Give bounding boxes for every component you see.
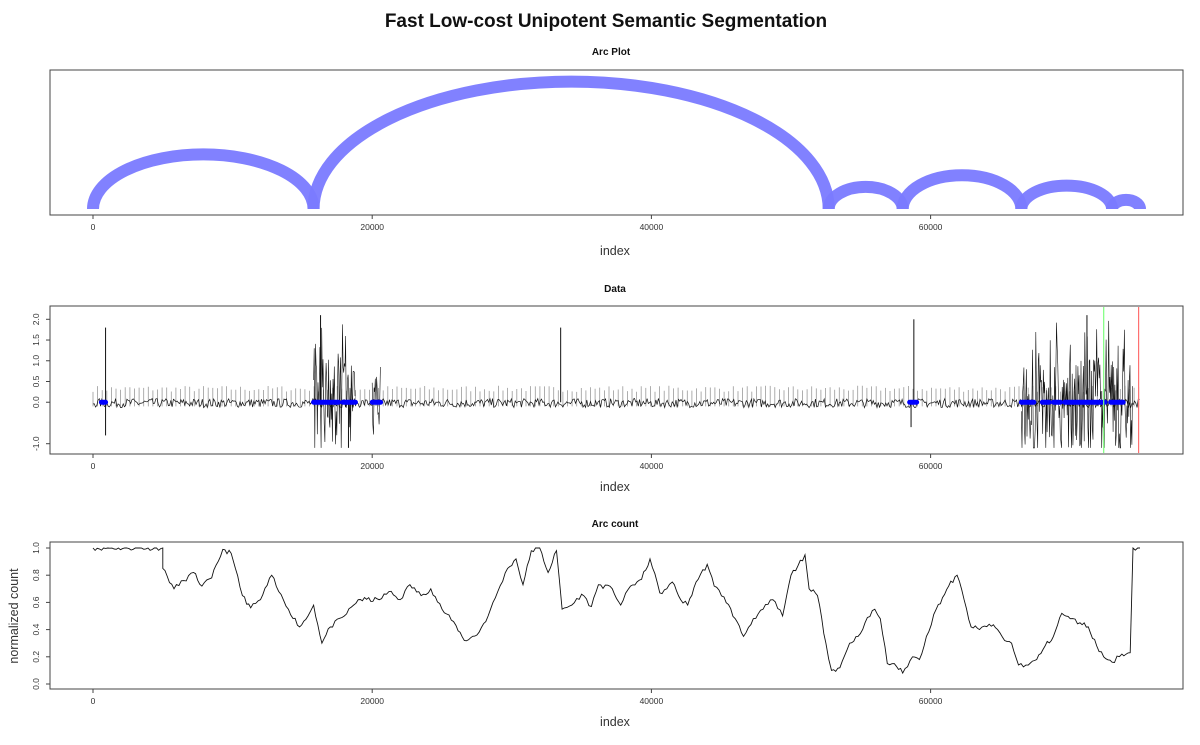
data-periodic-spikes xyxy=(92,385,1140,407)
arc-count-frame xyxy=(49,541,1184,690)
arc-marks xyxy=(87,75,1146,210)
arc-count-y-tick-label: 1.0 xyxy=(31,542,41,554)
data-x-tick-label: 60000 xyxy=(919,461,943,471)
arc xyxy=(1015,179,1119,210)
data-series-line xyxy=(92,397,1140,409)
data-x-axis: 0 20000 40000 60000 xyxy=(91,454,943,471)
arc xyxy=(87,148,320,210)
data-y-tick-label: 2.0 xyxy=(31,313,41,325)
arc-plot-panel: Arc Plot 0 20000 40000 60000 index xyxy=(49,47,1184,258)
data-x-tick-label: 20000 xyxy=(360,461,384,471)
data-burst xyxy=(371,366,381,435)
arc-count-x-tick-label: 40000 xyxy=(640,696,664,706)
arc-count-y-tick-label: 0.4 xyxy=(31,623,41,635)
arc xyxy=(307,75,835,210)
arc-count-y-axis: 0.0 0.2 0.4 0.6 0.8 1.0 xyxy=(31,542,50,690)
arc-count-x-tick-label: 20000 xyxy=(360,696,384,706)
data-title: Data xyxy=(604,284,626,295)
arc-count-line xyxy=(92,547,1140,675)
data-y-tick-label: 0.0 xyxy=(31,396,41,408)
arc xyxy=(1106,193,1146,210)
arc-count-y-tick-label: 0.2 xyxy=(31,651,41,663)
arc-count-panel: Arc count 0 20000 40000 60000 0.00.20.40.60… xyxy=(7,519,1184,729)
arc-count-y-tick-label: 0.8 xyxy=(31,569,41,581)
arc-count-marks xyxy=(92,547,1140,675)
data-marks xyxy=(92,307,1140,453)
data-burst xyxy=(1021,320,1133,449)
arc-count-x-axis: 0 20000 40000 60000 xyxy=(91,689,943,706)
data-frame xyxy=(49,305,1184,455)
figure-title: Fast Low-cost Unipotent Semantic Segment… xyxy=(385,11,827,32)
arc-plot-title: Arc Plot xyxy=(592,47,631,58)
arc-count-y-tick-label: 0.6 xyxy=(31,596,41,608)
arc-x-axis-label: index xyxy=(600,244,631,258)
arc-count-y-axis-label: normalized count xyxy=(7,568,21,664)
arc-x-axis: 0 20000 40000 60000 xyxy=(91,215,943,232)
arc-count-y-tick-label: 0.0 xyxy=(31,678,41,690)
arc-x-tick-label: 20000 xyxy=(360,222,384,232)
data-x-tick-label: 0 xyxy=(91,461,96,471)
arc-count-x-axis-label: index xyxy=(600,715,631,729)
data-panel: Data 0 20000 40000 60000 -1.0 0.0 0.5 1.0 1.5 2.… xyxy=(31,284,1184,494)
data-x-tick-label: 40000 xyxy=(640,461,664,471)
arc xyxy=(896,169,1028,210)
arc-count-x-tick-label: 0 xyxy=(91,696,96,706)
arc-x-tick-label: 60000 xyxy=(919,222,943,232)
data-x-axis-label: index xyxy=(600,480,631,494)
arc-count-title: Arc count xyxy=(592,519,639,530)
data-y-tick-label: -1.0 xyxy=(31,436,41,451)
data-y-axis: -1.0 0.0 0.5 1.0 1.5 2.0 xyxy=(31,313,50,451)
data-y-tick-label: 1.0 xyxy=(31,355,41,367)
arc-x-tick-label: 0 xyxy=(91,222,96,232)
arc xyxy=(822,180,909,210)
data-y-tick-label: 0.5 xyxy=(31,375,41,387)
arc-plot-frame xyxy=(49,69,1184,216)
arc-count-x-tick-label: 60000 xyxy=(919,696,943,706)
data-y-tick-label: 1.5 xyxy=(31,334,41,346)
arc-x-tick-label: 40000 xyxy=(640,222,664,232)
